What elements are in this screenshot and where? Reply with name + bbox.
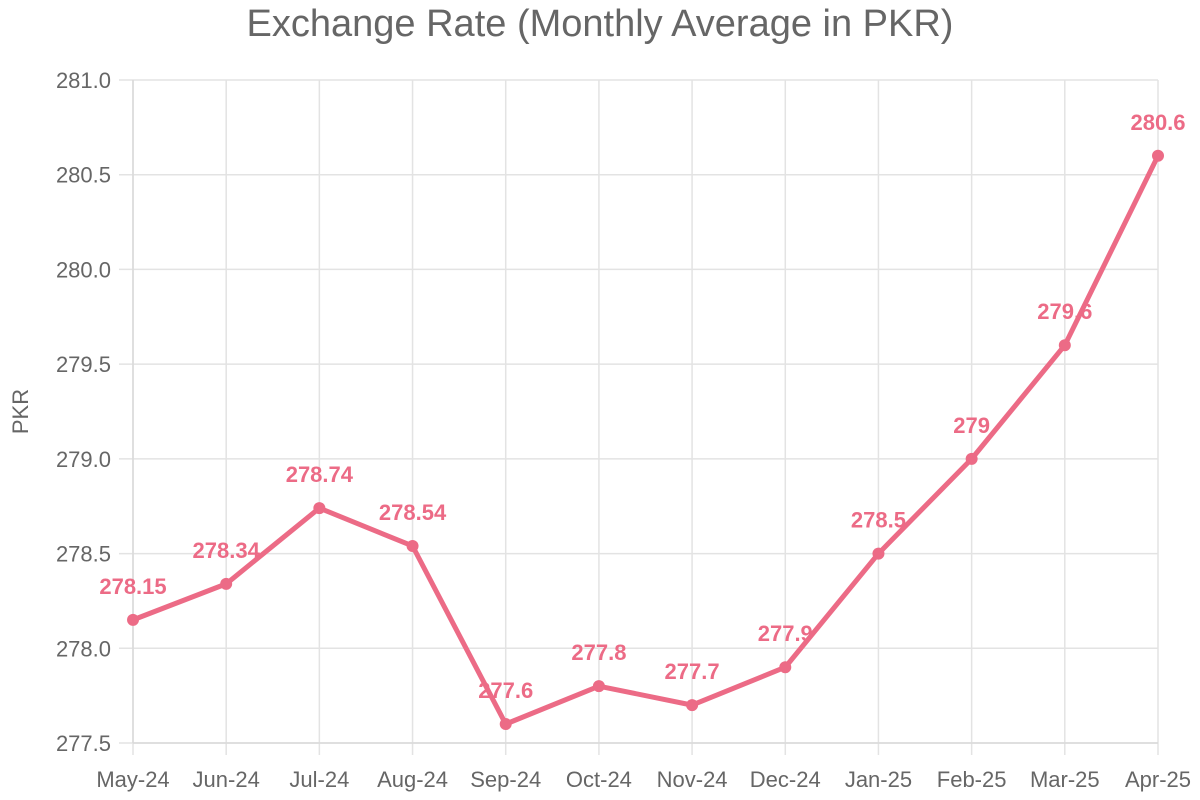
x-tick-label: Nov-24 — [657, 767, 728, 792]
series-line — [130, 153, 1161, 727]
data-label: 277.6 — [478, 678, 533, 703]
y-tick-label: 279.5 — [56, 352, 111, 377]
data-label: 278.15 — [99, 574, 166, 599]
x-tick-label: Oct-24 — [566, 767, 632, 792]
x-tick-label: Apr-25 — [1125, 767, 1191, 792]
x-tick-label: Aug-24 — [377, 767, 448, 792]
x-tick-label: Jul-24 — [289, 767, 349, 792]
x-tick-label: Jun-24 — [193, 767, 260, 792]
data-label: 277.7 — [665, 659, 720, 684]
data-label: 278.74 — [286, 462, 354, 487]
y-axis-title: PKR — [8, 389, 33, 434]
y-tick-label: 281.0 — [56, 68, 111, 93]
data-label: 278.34 — [193, 538, 261, 563]
chart-title: Exchange Rate (Monthly Average in PKR) — [247, 3, 954, 45]
data-point — [127, 613, 139, 626]
y-tick-label: 278.5 — [56, 542, 111, 567]
data-label: 279 — [953, 413, 990, 438]
data-labels: 278.15 278.34 278.74 278.54 277.6 277.8 277.7 2… — [99, 110, 1185, 703]
data-points — [127, 149, 1164, 731]
data-point — [499, 718, 512, 731]
data-point — [872, 547, 885, 560]
x-tick-label: Mar-25 — [1030, 767, 1100, 792]
data-label: 280.6 — [1130, 110, 1185, 135]
data-point — [406, 539, 419, 552]
y-tick-label: 280.5 — [56, 163, 111, 188]
grid-lines — [119, 79, 1159, 755]
data-point — [686, 699, 699, 712]
x-tick-label: Sep-24 — [470, 767, 541, 792]
data-label: 277.9 — [758, 621, 813, 646]
axes — [132, 80, 1158, 744]
y-tick-label: 280.0 — [56, 257, 111, 282]
data-point — [313, 502, 326, 515]
x-tick-label: Jan-25 — [845, 767, 912, 792]
data-point — [779, 661, 792, 674]
y-tick-label: 278.0 — [56, 636, 111, 661]
data-point — [965, 452, 978, 465]
x-tick-label: May-24 — [96, 767, 169, 792]
y-tick-label: 279.0 — [56, 447, 111, 472]
x-tick-label: Dec-24 — [750, 767, 821, 792]
x-tick-label: Feb-25 — [937, 767, 1007, 792]
data-label: 278.54 — [379, 500, 447, 525]
x-axis-ticks: May-24 Jun-24 Jul-24 Aug-24 Sep-24 Oct-24 Nov-… — [96, 767, 1191, 792]
data-point — [592, 680, 605, 693]
y-axis-ticks: 277.5 278.0 278.5 279.0 279.5 280.0 280.5 281.0 — [56, 68, 111, 756]
series-lines — [130, 153, 1161, 727]
data-point — [220, 577, 233, 590]
data-point — [1058, 339, 1071, 352]
data-label: 278.5 — [851, 508, 906, 533]
y-tick-label: 277.5 — [56, 731, 111, 756]
data-label: 277.8 — [571, 640, 626, 665]
data-label: 279.6 — [1037, 299, 1092, 324]
data-point — [1152, 149, 1164, 162]
